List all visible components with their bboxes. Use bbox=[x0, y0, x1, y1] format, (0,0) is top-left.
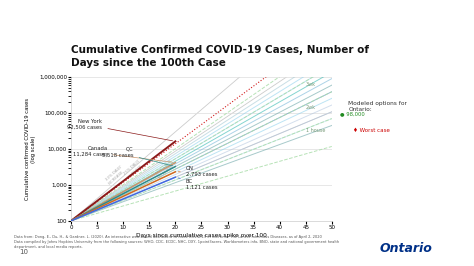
Text: 1 house: 1 house bbox=[306, 128, 325, 133]
Text: Modeled options for
Ontario:: Modeled options for Ontario: bbox=[348, 101, 407, 112]
Text: Data from: Dong, E., Du, H., & Gardner, L. (2020). An interactive web-based dash: Data from: Dong, E., Du, H., & Gardner, … bbox=[14, 235, 339, 249]
Text: Cumulative Confirmed COVID-19 Cases, Number of
Days since the 100th Case: Cumulative Confirmed COVID-19 Cases, Num… bbox=[71, 45, 369, 68]
Text: New York
92,506 cases: New York 92,506 cases bbox=[67, 119, 173, 141]
Text: 2wk: 2wk bbox=[306, 105, 316, 110]
Text: Canada
11,284 cases: Canada 11,284 cases bbox=[73, 146, 173, 162]
Text: ON
2,793 cases: ON 2,793 cases bbox=[178, 167, 217, 177]
Text: 15% DAILY
INCREASE: 15% DAILY INCREASE bbox=[155, 160, 175, 180]
Text: 3wk: 3wk bbox=[306, 82, 316, 87]
Text: Ontario: Ontario bbox=[379, 242, 432, 255]
Text: ● 98,000: ● 98,000 bbox=[340, 111, 365, 116]
Text: 25% DAILY
INCREASE: 25% DAILY INCREASE bbox=[123, 160, 144, 180]
Y-axis label: Cumulative confirmed COVID-19 cases
(log scale): Cumulative confirmed COVID-19 cases (log… bbox=[25, 98, 36, 200]
Text: ♦ Worst case: ♦ Worst case bbox=[353, 128, 390, 133]
Text: BC
1,121 cases: BC 1,121 cases bbox=[178, 178, 218, 189]
Text: 33% DAILY
INCREASE: 33% DAILY INCREASE bbox=[105, 165, 126, 186]
X-axis label: Days since cumulative cases spike over 100: Days since cumulative cases spike over 1… bbox=[136, 233, 267, 238]
Text: 10: 10 bbox=[19, 249, 28, 255]
Text: QC
5,518 cases: QC 5,518 cases bbox=[102, 147, 173, 166]
